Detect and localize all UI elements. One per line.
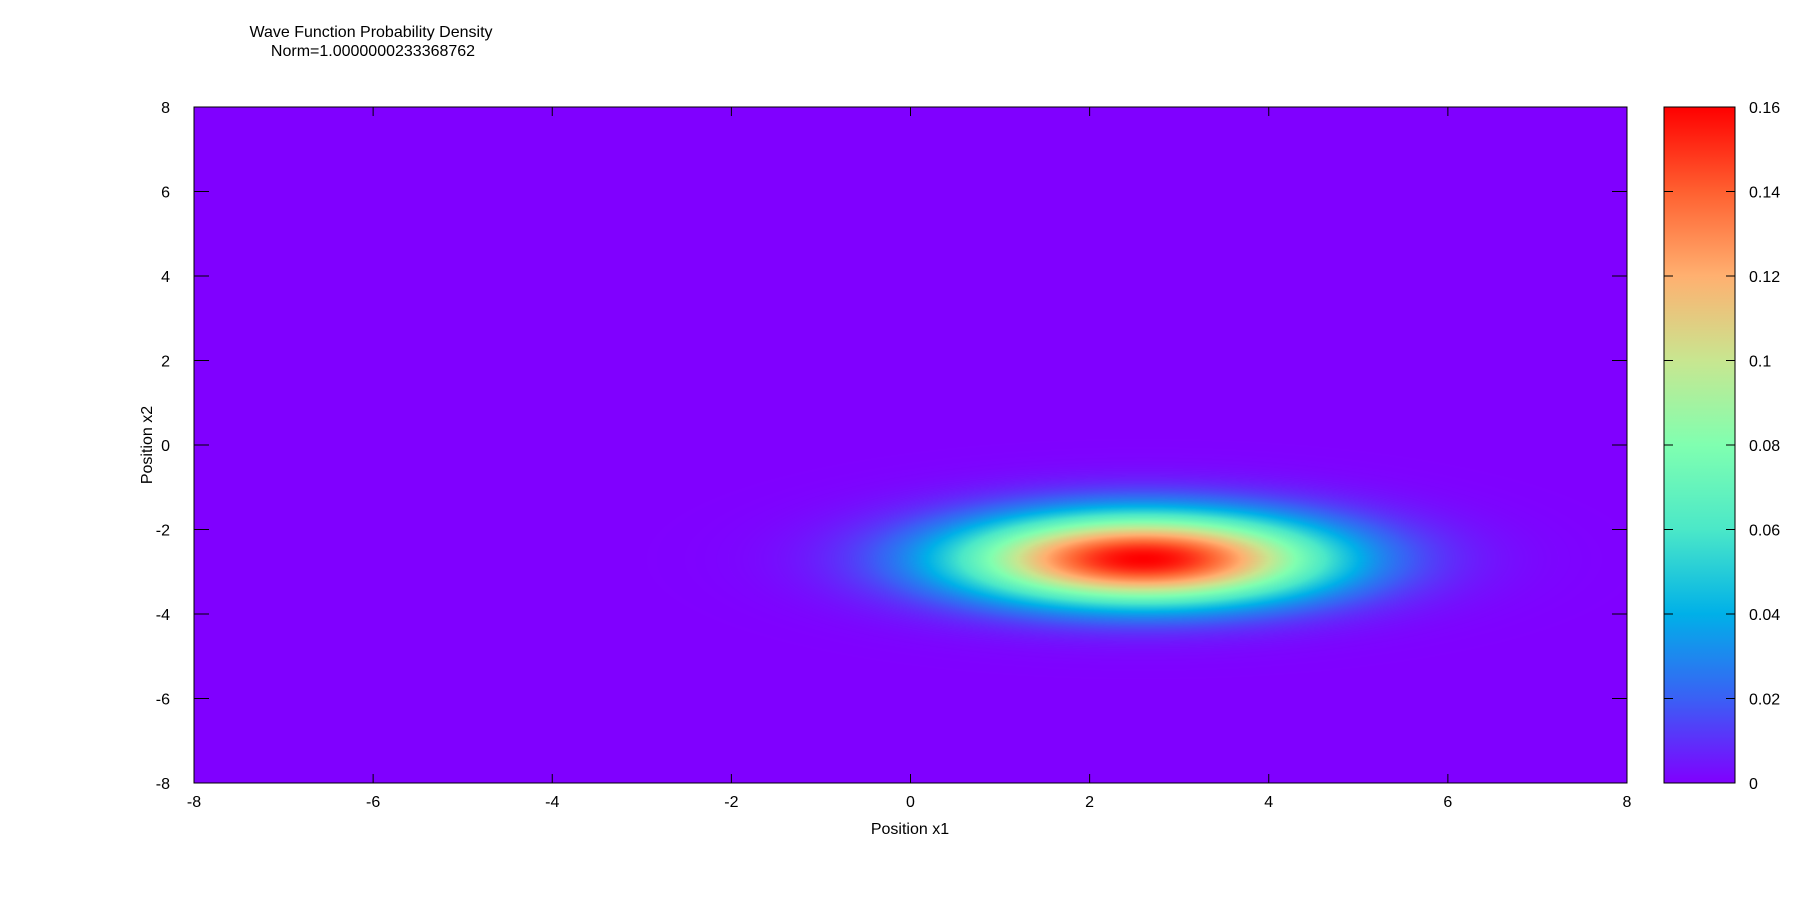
y-tick-label: 2 xyxy=(161,354,170,371)
x-tick-label: 4 xyxy=(1264,794,1273,811)
y-tick-label: 4 xyxy=(161,269,170,286)
x-tick-label: 6 xyxy=(1443,794,1452,811)
y-axis: -8 -6 -4 -2 0 2 4 6 8 xyxy=(156,100,1627,793)
chart-subtitle: Norm=1.0000000233368762 xyxy=(271,43,475,60)
x-tick-label: 2 xyxy=(1085,794,1094,811)
y-tick-label: 8 xyxy=(161,100,170,117)
y-tick-label: 0 xyxy=(161,438,170,455)
y-tick-label: 6 xyxy=(161,185,170,202)
y-tick-label: -6 xyxy=(156,692,170,709)
x-tick-label: -6 xyxy=(366,794,380,811)
y-tick-label: -8 xyxy=(156,776,170,793)
y-tick-label: -4 xyxy=(156,607,170,624)
colorbar-tick-label: 0.06 xyxy=(1749,523,1780,540)
y-axis-title: Position x2 xyxy=(139,406,156,484)
colorbar-tick-label: 0.1 xyxy=(1749,354,1771,371)
colorbar-tick-label: 0.12 xyxy=(1749,269,1780,286)
x-tick-label: -4 xyxy=(545,794,559,811)
x-tick-label: -8 xyxy=(187,794,201,811)
colorbar-tick-label: 0.16 xyxy=(1749,100,1780,117)
heatmap-image xyxy=(194,107,1627,783)
colorbar-axis: 0 0.02 0.04 0.06 0.08 0.1 0.12 0.14 0.16 xyxy=(1664,100,1780,793)
colorbar-tick-label: 0 xyxy=(1749,776,1758,793)
x-axis-title: Position x1 xyxy=(871,821,949,838)
colorbar xyxy=(1663,106,1736,784)
colorbar-tick-label: 0.08 xyxy=(1749,438,1780,455)
x-tick-label: -2 xyxy=(724,794,738,811)
x-axis: -8 -6 -4 -2 0 2 4 6 8 xyxy=(187,107,1632,811)
colorbar-tick-label: 0.02 xyxy=(1749,692,1780,709)
colorbar-tick-label: 0.04 xyxy=(1749,607,1780,624)
x-tick-label: 8 xyxy=(1623,794,1632,811)
heatmap-canvas xyxy=(194,107,1627,783)
y-tick-label: -2 xyxy=(156,523,170,540)
x-tick-label: 0 xyxy=(906,794,915,811)
colorbar-tick-label: 0.14 xyxy=(1749,185,1780,202)
chart-title: Wave Function Probability Density xyxy=(249,24,492,41)
